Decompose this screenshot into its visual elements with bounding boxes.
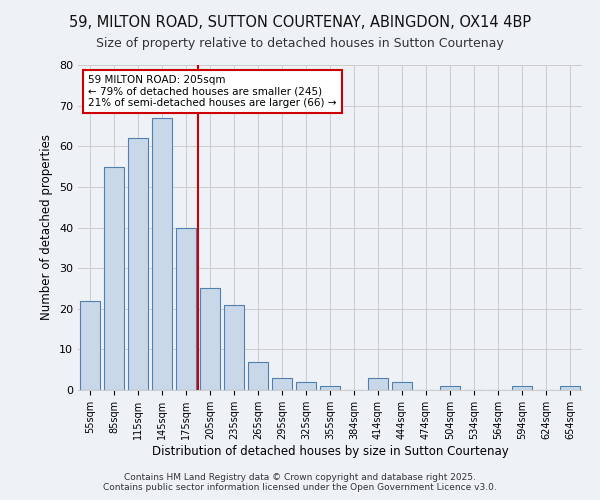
Y-axis label: Number of detached properties: Number of detached properties — [40, 134, 53, 320]
Bar — [128, 138, 148, 390]
Bar — [152, 118, 172, 390]
Text: Size of property relative to detached houses in Sutton Courtenay: Size of property relative to detached ho… — [96, 38, 504, 51]
Bar — [296, 382, 316, 390]
Bar — [368, 378, 388, 390]
Bar — [560, 386, 580, 390]
Bar — [176, 228, 196, 390]
Text: Contains HM Land Registry data © Crown copyright and database right 2025.
Contai: Contains HM Land Registry data © Crown c… — [103, 473, 497, 492]
Bar — [440, 386, 460, 390]
Bar — [392, 382, 412, 390]
Text: 59 MILTON ROAD: 205sqm
← 79% of detached houses are smaller (245)
21% of semi-de: 59 MILTON ROAD: 205sqm ← 79% of detached… — [88, 74, 337, 108]
Bar — [80, 300, 100, 390]
Bar — [224, 304, 244, 390]
Bar — [320, 386, 340, 390]
Bar — [272, 378, 292, 390]
Bar — [512, 386, 532, 390]
Text: 59, MILTON ROAD, SUTTON COURTENAY, ABINGDON, OX14 4BP: 59, MILTON ROAD, SUTTON COURTENAY, ABING… — [69, 15, 531, 30]
Bar — [248, 362, 268, 390]
Bar — [200, 288, 220, 390]
Bar — [104, 166, 124, 390]
X-axis label: Distribution of detached houses by size in Sutton Courtenay: Distribution of detached houses by size … — [152, 444, 508, 458]
